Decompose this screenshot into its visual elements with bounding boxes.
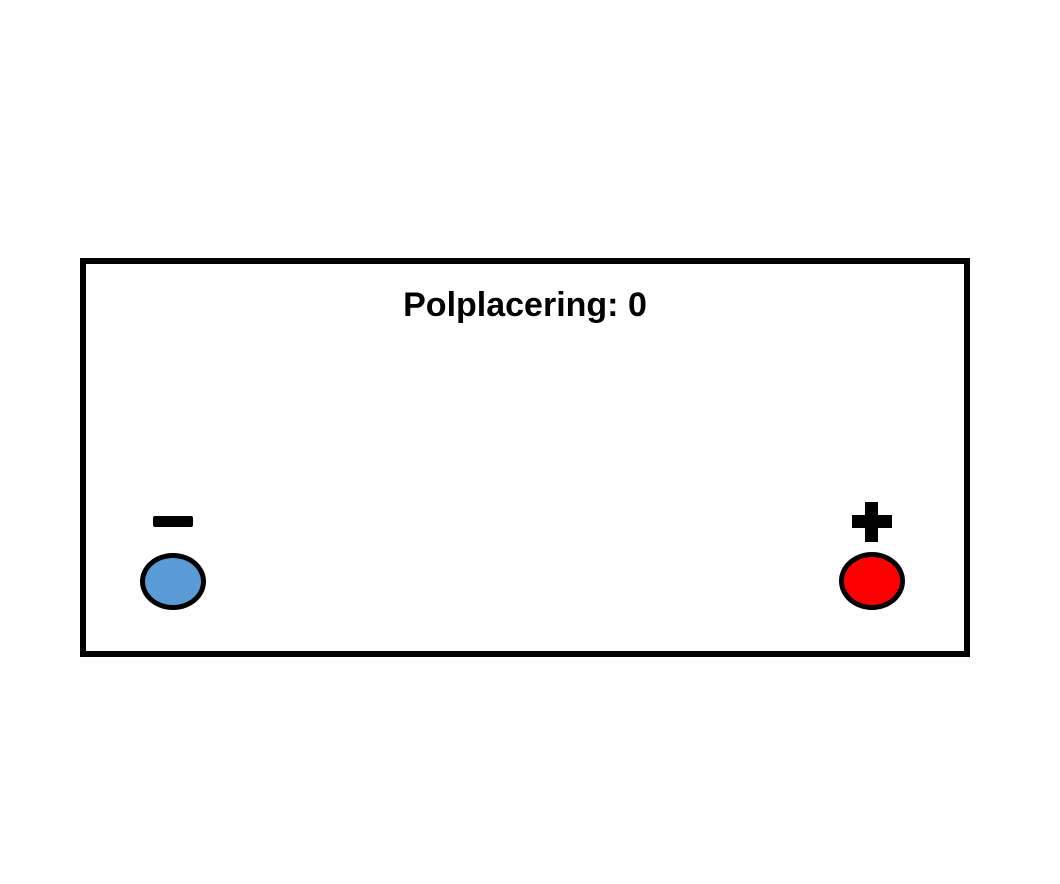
plus-icon bbox=[852, 502, 892, 542]
minus-icon bbox=[153, 516, 193, 527]
pole-placement-label: Polplacering: bbox=[403, 286, 619, 324]
negative-pole-terminal[interactable] bbox=[140, 553, 206, 610]
positive-pole-terminal[interactable] bbox=[839, 552, 905, 610]
pole-placement-count: 0 bbox=[627, 286, 647, 324]
pole-placement-title: Polplacering: 0 bbox=[80, 286, 970, 324]
plus-icon-vertical-bar bbox=[865, 502, 878, 542]
battery-box bbox=[80, 258, 970, 657]
